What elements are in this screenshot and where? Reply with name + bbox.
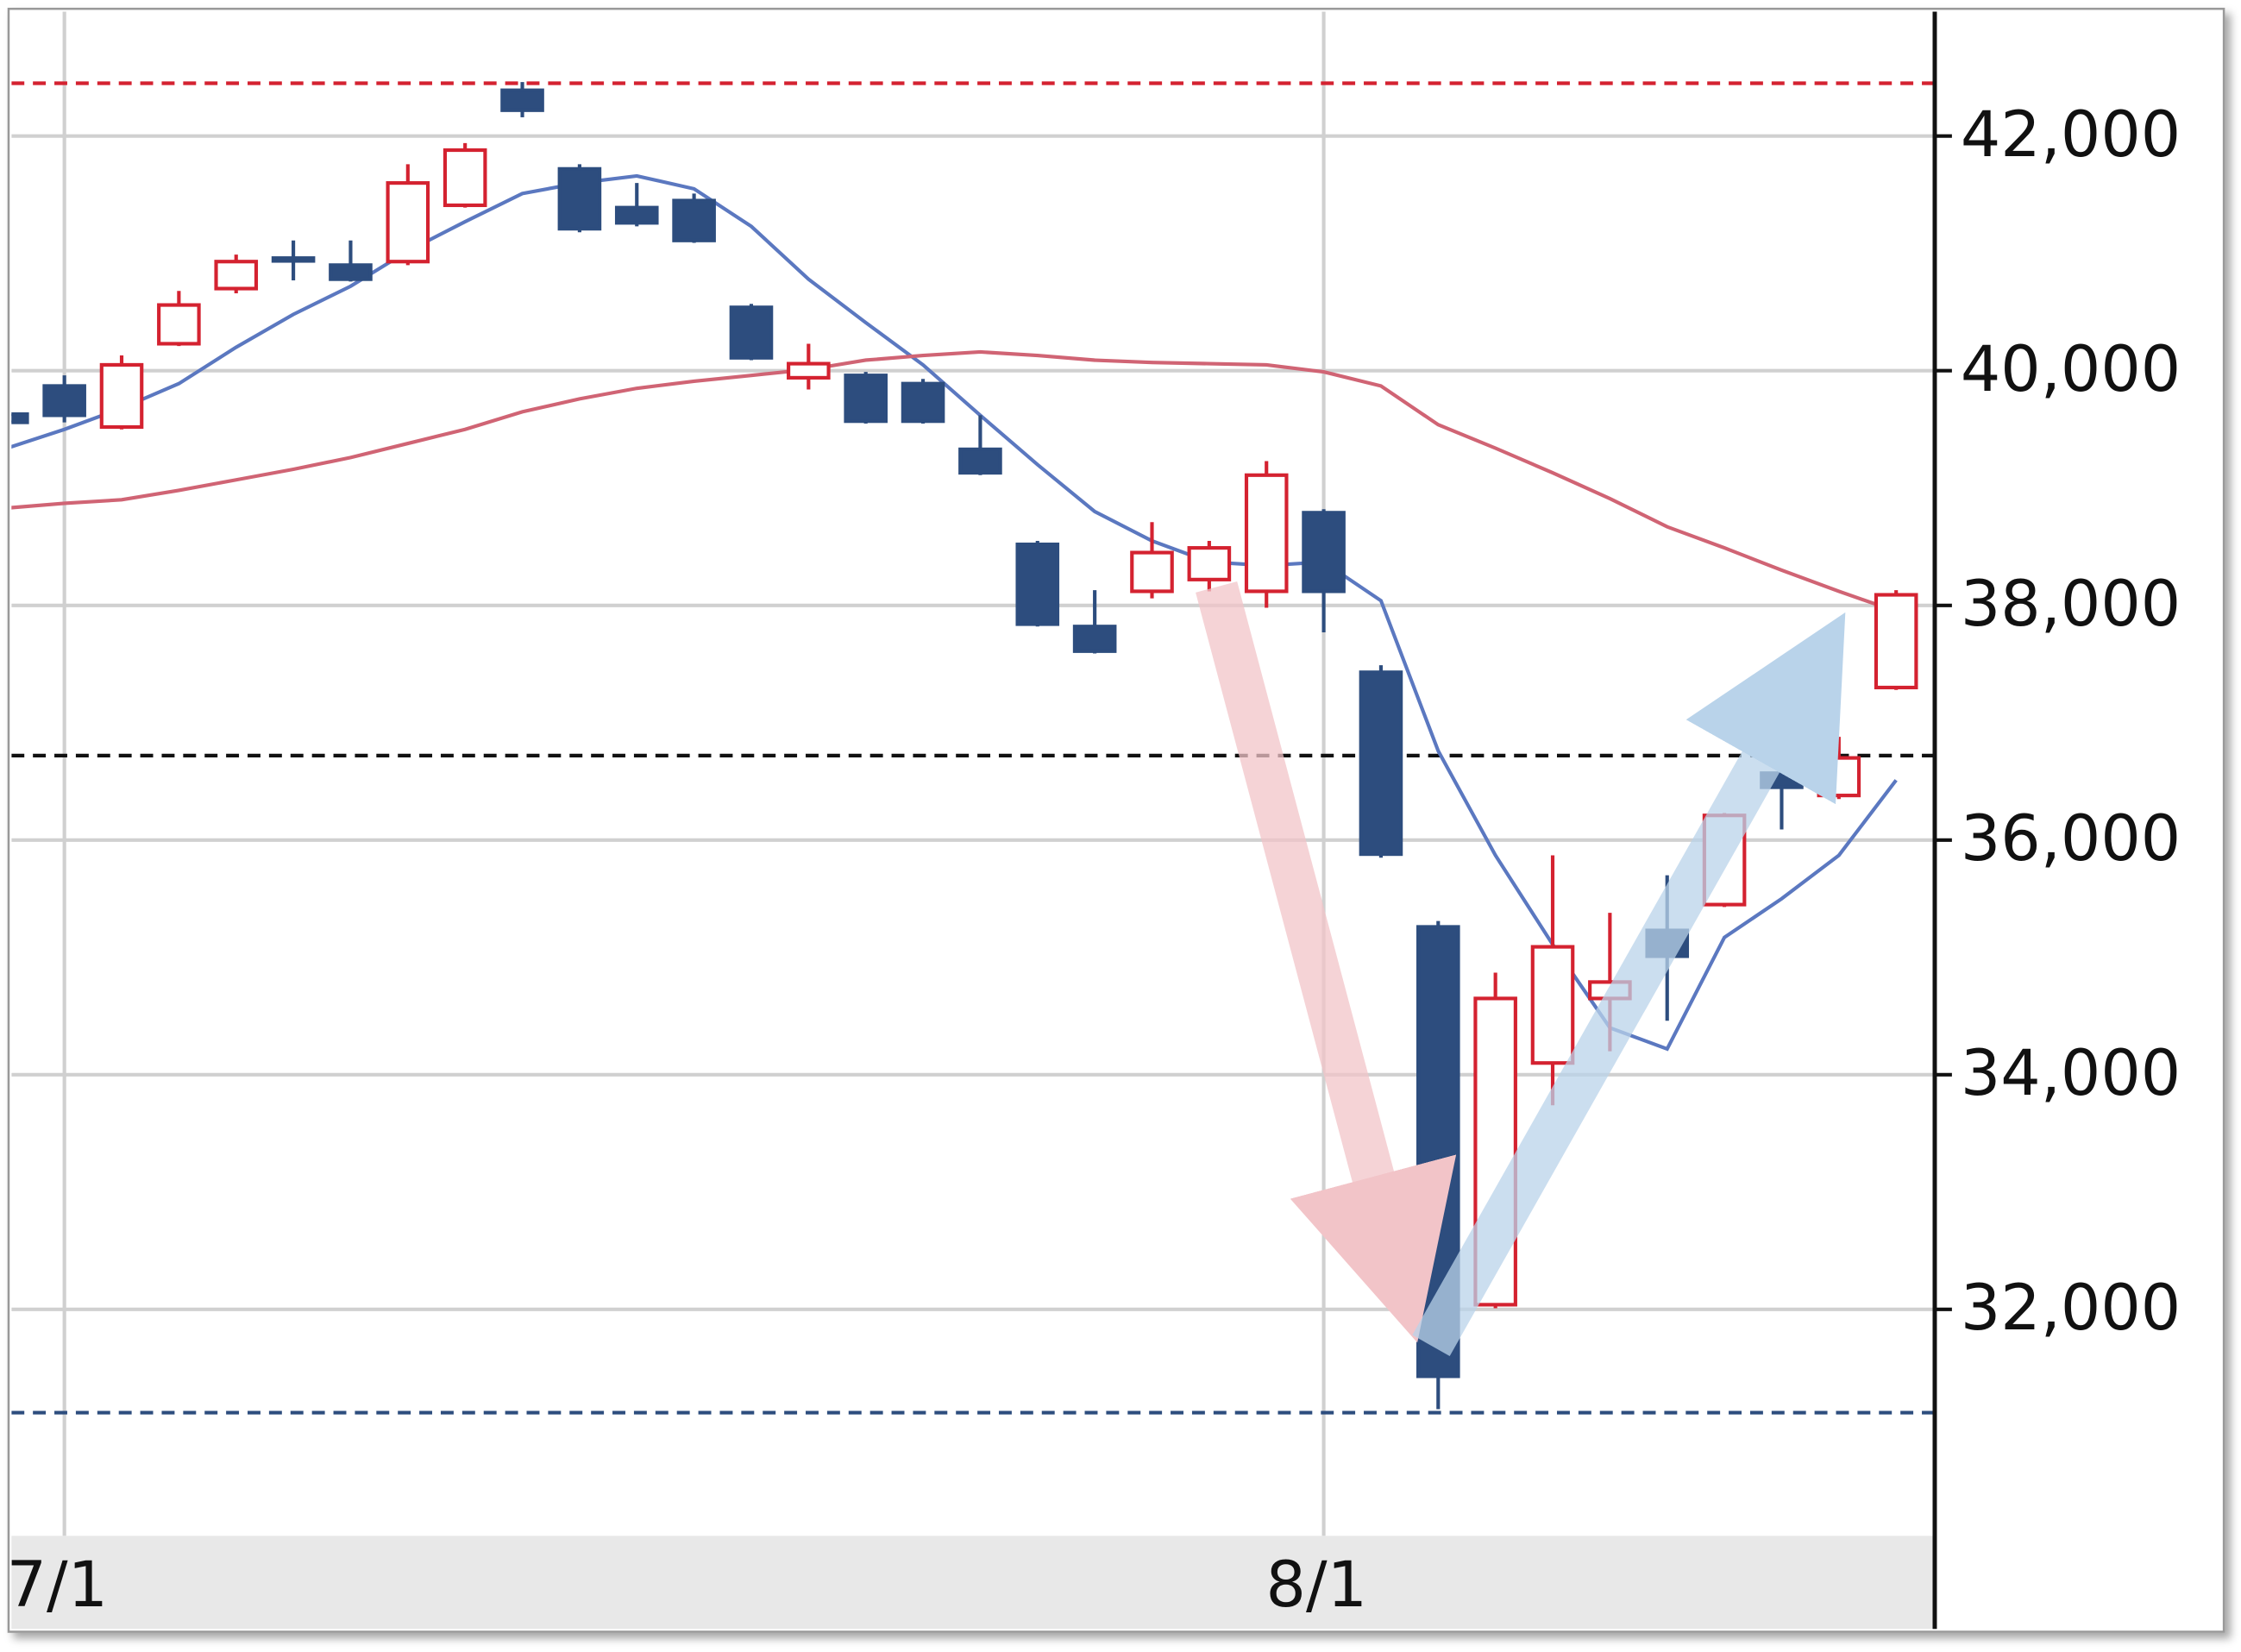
x-tick-label: 7/1 (7, 1548, 108, 1622)
candle-body (214, 260, 259, 291)
candle-body (1015, 542, 1060, 626)
candle-body (557, 166, 602, 231)
y-tick-label: 42,000 (1961, 98, 2181, 172)
y-tick-label: 40,000 (1961, 333, 2181, 406)
x-axis-band (11, 1536, 1935, 1630)
candle-body (844, 374, 888, 424)
candle-body (672, 198, 716, 242)
candle-body (329, 263, 373, 281)
candle-body (443, 148, 487, 208)
candle-body (11, 411, 29, 424)
candle-body (386, 181, 430, 264)
candle-body (157, 303, 201, 346)
x-tick-label: 8/1 (1266, 1548, 1367, 1622)
candle-body (1874, 593, 1918, 690)
y-tick-label: 32,000 (1961, 1272, 2181, 1345)
ma-line (11, 349, 1897, 613)
y-tick-label: 36,000 (1961, 802, 2181, 876)
candle-body (1072, 625, 1117, 653)
frame (7, 7, 2225, 1633)
candle-body (42, 384, 86, 418)
candle-body (99, 362, 144, 430)
candle-body (787, 361, 831, 380)
candle-body (729, 305, 774, 360)
candle-body (614, 205, 659, 225)
candle-body (1817, 756, 1861, 798)
candle-body (1530, 945, 1575, 1065)
candle-body (901, 381, 945, 424)
candle-body (271, 256, 316, 263)
candle-body (1359, 670, 1403, 857)
down-arrow (1196, 581, 1457, 1343)
candle-body (958, 447, 1002, 475)
candle-body (1244, 473, 1289, 594)
candle-body (1187, 546, 1232, 581)
candle-body (1130, 550, 1174, 594)
ma-line (11, 173, 1898, 1052)
up-arrow (1412, 612, 1846, 1356)
y-tick-label: 38,000 (1961, 568, 2181, 641)
candle-body (1302, 511, 1346, 594)
y-tick-label: 34,000 (1961, 1037, 2181, 1110)
candle-body (500, 88, 544, 112)
